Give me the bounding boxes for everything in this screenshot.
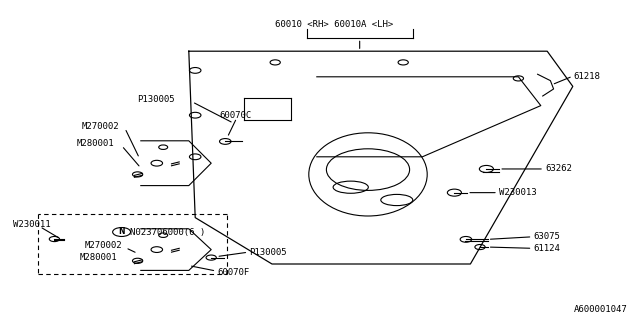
Text: P130005: P130005 [250,248,287,257]
Text: A600001047: A600001047 [573,305,627,314]
Text: W230013: W230013 [499,188,537,197]
Text: 63262: 63262 [545,164,572,173]
Text: N023706000(6 ): N023706000(6 ) [130,228,205,236]
Text: 60010 <RH> 60010A <LH>: 60010 <RH> 60010A <LH> [275,20,394,28]
Text: M280001: M280001 [80,253,118,262]
Text: P130005: P130005 [138,95,175,104]
Text: M270002: M270002 [85,241,123,250]
Text: N: N [118,228,125,236]
Text: 60070F: 60070F [218,268,250,277]
Text: 61124: 61124 [534,244,561,253]
Text: 60070C: 60070C [219,111,251,120]
Circle shape [113,228,131,236]
Text: 61218: 61218 [573,72,600,81]
Text: M280001: M280001 [77,139,115,148]
Text: W230011: W230011 [13,220,51,229]
Text: M270002: M270002 [82,122,120,131]
Text: 63075: 63075 [534,232,561,241]
